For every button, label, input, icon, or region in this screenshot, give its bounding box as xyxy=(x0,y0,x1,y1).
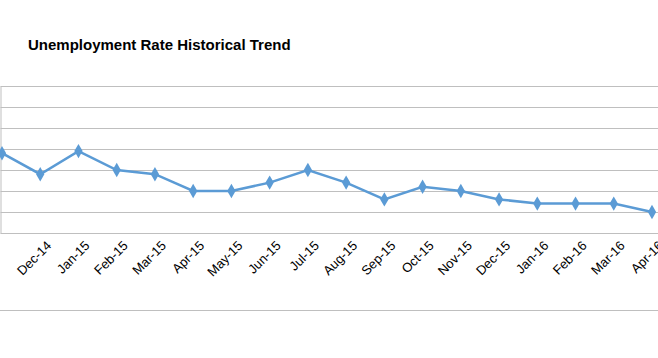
x-tick-label: Sep-15 xyxy=(358,238,398,278)
grid-line xyxy=(1,191,658,192)
marker xyxy=(0,146,6,160)
x-tick-label: Jul-15 xyxy=(286,238,322,274)
marker xyxy=(418,180,426,194)
x-tick-label: Mar-15 xyxy=(129,238,169,278)
frame-line xyxy=(0,310,658,311)
x-tick: Oct-15 xyxy=(398,233,436,276)
x-tick: Feb-16 xyxy=(550,233,590,278)
y-axis xyxy=(1,87,658,234)
marker xyxy=(227,184,235,198)
marker xyxy=(648,205,656,219)
x-tick-label: May-15 xyxy=(204,238,245,279)
y-tick xyxy=(1,107,658,108)
marker xyxy=(571,196,579,210)
line xyxy=(2,151,652,212)
x-tick: Apr-16 xyxy=(628,233,658,276)
x-tick: Jan-16 xyxy=(513,233,552,277)
marker xyxy=(380,192,388,206)
y-tick xyxy=(1,170,658,171)
x-tick: Feb-15 xyxy=(91,233,131,278)
marker xyxy=(265,175,273,189)
y-tick xyxy=(1,128,658,129)
x-tick: Dec-14 xyxy=(14,233,54,278)
x-tick-label: Dec-15 xyxy=(473,238,513,278)
marker xyxy=(495,192,503,206)
x-tick: Sep-15 xyxy=(358,233,398,278)
y-tick xyxy=(1,149,658,150)
marker xyxy=(36,167,44,181)
marker xyxy=(113,163,121,177)
y-axis-line xyxy=(1,87,658,234)
x-tick-label: Jun-15 xyxy=(245,238,284,277)
x-tick: Apr-15 xyxy=(169,233,207,276)
x-tick-label: Mar-16 xyxy=(588,238,628,278)
x-tick-label: Jan-15 xyxy=(54,238,93,277)
marker xyxy=(533,196,541,210)
marker xyxy=(457,184,465,198)
marker xyxy=(342,175,350,189)
y-tick xyxy=(1,86,658,87)
grid-line xyxy=(1,128,658,129)
marker xyxy=(74,144,82,158)
x-tick-label: Oct-15 xyxy=(398,238,436,276)
x-tick: Jan-15 xyxy=(54,233,93,277)
x-tick: Nov-15 xyxy=(435,233,475,278)
grid-line xyxy=(1,170,658,171)
grid-line xyxy=(1,233,658,234)
marker xyxy=(610,196,618,210)
x-tick: Mar-16 xyxy=(588,233,628,278)
marker xyxy=(151,167,159,181)
x-tick: Mar-15 xyxy=(129,233,169,278)
x-tick-label: Nov-15 xyxy=(435,238,475,278)
marker xyxy=(304,163,312,177)
x-axis-line xyxy=(3,233,653,234)
x-tick-label: Dec-14 xyxy=(14,238,54,278)
chart: Unemployment Rate Historical Trend Dec-14… xyxy=(0,0,658,358)
x-tick: Jun-15 xyxy=(245,233,284,277)
x-axis: Dec-14Jan-15Feb-15Mar-15Apr-15May-15Jun-… xyxy=(3,233,658,279)
x-tick-label: Jan-16 xyxy=(513,238,552,277)
y-tick xyxy=(1,191,658,192)
x-tick-label: Feb-15 xyxy=(91,238,131,278)
x-tick: Dec-15 xyxy=(473,233,513,278)
grid-line xyxy=(1,86,658,87)
x-tick: May-15 xyxy=(204,233,245,279)
x-tick-label: Feb-16 xyxy=(550,238,590,278)
x-tick-label: Apr-16 xyxy=(628,238,658,276)
x-tick: Jul-15 xyxy=(286,233,322,274)
y-tick xyxy=(1,233,658,234)
x-tick: Aug-15 xyxy=(320,233,360,278)
marker xyxy=(189,184,197,198)
plot-area xyxy=(0,144,656,219)
grid-line xyxy=(1,149,658,150)
y-tick xyxy=(1,212,658,213)
grid-line xyxy=(1,107,658,108)
grid-line xyxy=(1,212,658,213)
title: Unemployment Rate Historical Trend xyxy=(28,36,291,53)
x-tick-label: Apr-15 xyxy=(169,238,207,276)
x-tick-label: Aug-15 xyxy=(320,238,360,278)
